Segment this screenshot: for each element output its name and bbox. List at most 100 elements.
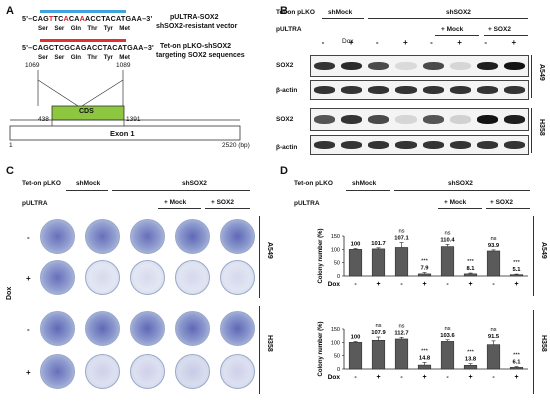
c-row1-label: Tet-on pLKO [22,180,61,187]
d-row1-label: Tet-on pLKO [294,180,333,187]
a549-value-label-7: 5.1 [512,267,521,273]
actin-a549-band-0 [314,86,336,94]
dish-r0-c0 [40,219,75,254]
b-blot-label-4: β-actin [276,144,298,151]
b-shsox2-line [368,18,528,19]
actin-h358-band-5 [449,141,471,149]
dish-r0-c2 [130,219,165,254]
dish-r0-c1 [85,219,120,254]
sox2-a549-band-1 [341,62,363,70]
seq1-part-2: TC [53,14,64,23]
d-row2-label: pULTRA [294,200,320,207]
vector2-line2: targeting SOX2 sequences [156,52,245,59]
h358-bar-3 [417,364,432,370]
sequence-2: 5'–CAGCTCGCAGACCTACATGAA–3' [22,43,154,52]
c-row-sign-3: - [27,325,30,334]
h358-dox-sign-0: - [354,374,357,381]
panel-a-letter: A [6,5,14,17]
seq2-suffix: –3' [143,43,154,52]
b-shsox2: shSOX2 [446,9,471,16]
dish-r1-c4 [220,260,255,295]
b-sox2-line [484,35,528,36]
b-shmock: shMock [328,9,353,16]
a549-dox-sign-2: - [400,281,403,288]
dish-r3-c2 [130,354,165,389]
a549-sig-5: *** [467,259,475,265]
vector2-line1: Tet-on pLKO-shSOX2 [160,43,232,50]
a549-sig-3: *** [421,259,429,265]
b-dox-sign-7: + [511,38,517,47]
b-shmock-line [322,18,364,19]
seq1-part-0: CAG [32,14,49,23]
vector1-line1: pULTRA-SOX2 [170,14,219,21]
cds-label: CDS [79,108,94,115]
c-row2-label: pULTRA [22,200,48,207]
c-cell-a549: A549 [266,242,273,259]
dish-r0-c3 [175,219,210,254]
b-dox-sign-6: - [484,38,487,47]
h358-dox-sign-3: + [422,374,426,381]
a549-dox-sign-1: + [376,281,380,288]
dish-r2-c0 [40,311,75,346]
dish-r1-c2 [130,260,165,295]
actin-h358-band-0 [314,141,336,149]
d-cell-a549: A549 [540,242,547,259]
d-shsox2: shSOX2 [448,180,473,187]
actin-h358-band-4 [422,141,444,149]
dish-r0-c4 [220,219,255,254]
sox2-h358-band-3 [395,115,417,124]
h358-dox-sign-6: - [492,374,495,381]
d-cell-h358: H358 [540,335,547,352]
h358-ytick-label-2: 100 [331,340,340,346]
d-sox2: + SOX2 [490,199,513,206]
seq1-bases: CAGTTCACAAACCTACATGAA [32,14,142,23]
map-converge-right [81,79,124,107]
h358-value-label-1: 107.9 [371,330,386,336]
b-sox2: + SOX2 [488,26,511,33]
a549-value-label-6: 93.9 [488,243,500,249]
d-mock: + Mock [444,199,467,206]
actin-h358-band-6 [476,141,498,149]
a549-dox-sign-5: + [468,281,472,288]
actin-h358-band-2 [368,141,390,149]
h358-bar-5 [463,365,478,370]
a549-sig-4: ns [444,230,450,236]
gene-map [9,70,241,141]
d-shmock-line [346,190,390,191]
h358-dox-label: Dox [328,374,341,381]
c-shmock: shMock [76,180,101,187]
pos-1089: 1089 [116,62,131,69]
b-dox-sign-5: + [457,38,462,47]
c-cell-h358: H358 [266,335,273,352]
sequence-1: 5'–CAGTTCACAAACCTACATGAA–3' [22,14,152,23]
panel-c-letter: C [6,165,14,177]
amino-acid-2-1: Ser [54,54,65,61]
c-row-sign-4: + [26,368,31,377]
b-dox-sign-3: + [402,38,408,47]
h358-dox-sign-7: + [514,374,518,381]
sox2-a549-band-0 [314,62,336,70]
b-dox-sign-1: + [348,38,354,47]
actin-a549-band-6 [476,86,498,94]
c-h358-bracket [259,306,260,394]
shsox2-resistant-line [40,10,126,13]
a549-value-label-1: 101.7 [371,241,386,247]
a549-value-label-2: 107.1 [394,236,409,242]
a549-ylabel: Colony number (%) [318,228,324,283]
b-cell-a549: A549 [538,64,545,81]
a549-ytick-label-1: 50 [334,261,340,267]
a549-bar-1 [371,248,386,277]
b-a549-bracket [531,55,532,98]
dish-r2-c2 [130,311,165,346]
pos-1391: 1391 [126,116,141,123]
exon-label: Exon 1 [110,129,135,138]
a549-dox-label: Dox [328,281,341,288]
d-shsox2-line [394,190,530,191]
amino-acid-2-0: Ser [38,54,48,61]
b-dox-sign-2: - [375,38,379,47]
h358-ylabel: Colony number (%) [318,321,324,376]
a549-sig-7: *** [513,260,521,266]
h358-sig-2: ns [398,323,404,329]
a549-ytick-label-0: 0 [337,274,340,280]
